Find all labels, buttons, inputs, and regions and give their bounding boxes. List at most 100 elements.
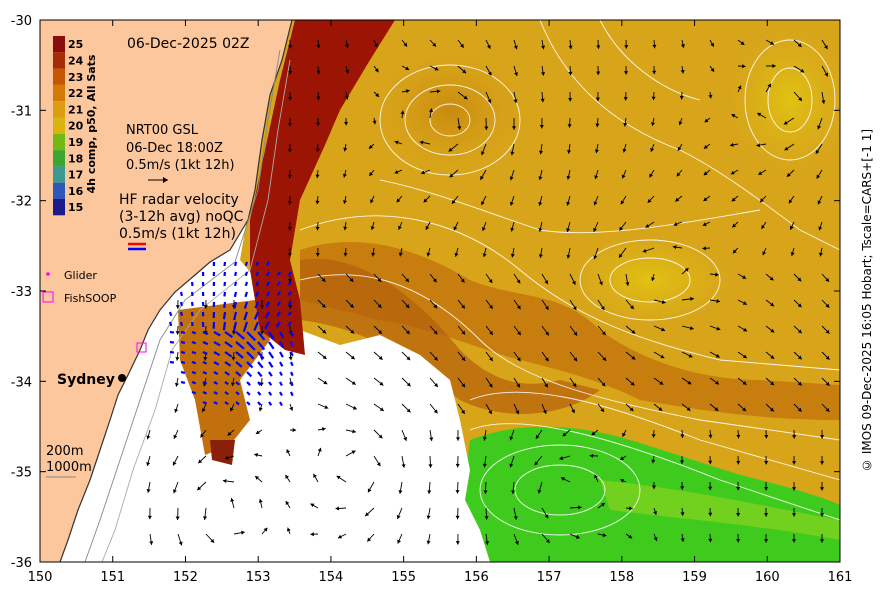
velocity-arrowhead: [541, 45, 546, 50]
velocity-arrow: [255, 291, 260, 297]
velocity-arrowhead: [538, 176, 543, 180]
velocity-arrowhead: [287, 253, 292, 257]
velocity-arrowhead: [790, 252, 795, 256]
velocity-arrowhead: [651, 485, 657, 490]
velocity-arrow: [266, 281, 270, 287]
velocity-arrowhead: [659, 381, 664, 385]
velocity-arrow: [264, 321, 270, 330]
velocity-arrowhead: [566, 254, 571, 259]
velocity-arrow: [257, 391, 262, 396]
velocity-arrowhead: [288, 305, 293, 309]
velocity-arrow: [287, 281, 292, 286]
velocity-arrowhead: [736, 434, 741, 439]
velocity-arrowhead: [351, 380, 356, 385]
velocity-arrow: [233, 311, 238, 321]
velocity-arrow: [234, 271, 238, 277]
velocity-arrowhead: [596, 45, 601, 49]
velocity-arrowhead: [287, 122, 293, 127]
colorbar-label: 18: [68, 152, 83, 165]
hf-radar-arrows: [168, 261, 294, 407]
radar-legend-title: HF radar velocity: [119, 192, 239, 208]
velocity-arrowhead: [591, 431, 596, 436]
velocity-arrow: [268, 331, 275, 340]
velocity-arrowhead: [149, 541, 154, 545]
velocity-arrow: [191, 370, 197, 375]
velocity-arrow: [190, 321, 194, 327]
velocity-arrow: [191, 340, 197, 345]
velocity-arrowhead: [653, 510, 658, 515]
velocity-arrowhead: [797, 407, 802, 412]
velocity-arrow: [180, 370, 186, 375]
velocity-arrow: [213, 341, 221, 347]
velocity-arrow: [180, 360, 186, 365]
x-tick-label: 160: [755, 570, 780, 585]
velocity-arrowhead: [343, 147, 348, 152]
velocity-arrowhead: [173, 489, 177, 494]
velocity-arrowhead: [770, 381, 775, 386]
colorbar-label: 21: [68, 103, 83, 116]
velocity-arrowhead: [203, 305, 208, 309]
velocity-arrowhead: [797, 355, 802, 360]
velocity-arrowhead: [819, 487, 825, 491]
eac-core: [250, 20, 395, 355]
velocity-arrow: [266, 291, 270, 297]
velocity-arrowhead: [286, 527, 291, 532]
velocity-arrowhead: [731, 197, 736, 202]
velocity-arrowhead: [335, 506, 340, 511]
velocity-arrowhead: [432, 278, 437, 283]
velocity-arrowhead: [599, 281, 603, 286]
velocity-arrowhead: [202, 516, 208, 520]
velocity-arrow: [202, 390, 208, 395]
velocity-arrowhead: [461, 383, 466, 388]
velocity-arrowhead: [488, 383, 493, 388]
model-legend-name: NRT00 GSL: [126, 123, 199, 138]
velocity-arrowhead: [534, 461, 539, 466]
velocity-arrowhead: [620, 200, 625, 205]
credit-text: © IMOS 09-Dec-2025 16:05 Hobart; Tscale=…: [860, 128, 874, 472]
model-legend-scale: 0.5m/s (1kt 12h): [126, 158, 235, 173]
velocity-arrow: [168, 321, 173, 327]
velocity-arrow: [179, 301, 183, 307]
velocity-arrowhead: [742, 275, 747, 279]
velocity-arrowhead: [797, 303, 802, 308]
velocity-arrowhead: [370, 199, 374, 204]
velocity-arrowhead: [210, 538, 215, 543]
velocity-arrowhead: [686, 406, 691, 411]
velocity-arrowhead: [538, 227, 543, 232]
velocity-arrowhead: [231, 356, 236, 361]
velocity-arrowhead: [680, 434, 685, 438]
velocity-arrowhead: [350, 355, 355, 360]
velocity-arrowhead: [462, 69, 467, 74]
velocity-arrow: [224, 341, 233, 348]
velocity-arrow: [268, 351, 275, 359]
velocity-arrowhead: [455, 437, 461, 441]
sst-orange-band: [300, 241, 840, 420]
velocity-arrow: [279, 401, 283, 407]
velocity-arrow: [202, 360, 208, 365]
velocity-arrowhead: [544, 514, 549, 519]
velocity-arrowhead: [620, 456, 625, 460]
velocity-arrowhead: [488, 304, 493, 309]
colorbar-swatch: [53, 52, 65, 69]
velocity-arrowhead: [344, 121, 349, 126]
velocity-arrow: [287, 301, 292, 306]
velocity-arrowhead: [764, 513, 769, 517]
x-tick-label: 161: [828, 570, 853, 585]
velocity-arrow: [255, 271, 260, 277]
velocity-arrowhead: [461, 304, 465, 309]
y-tick-label: -33: [11, 285, 32, 300]
velocity-arrowhead: [815, 149, 820, 154]
velocity-arrowhead: [791, 487, 797, 491]
velocity-arrow: [169, 350, 175, 354]
velocity-arrowhead: [625, 282, 630, 286]
velocity-arrow: [233, 291, 238, 298]
velocity-arrowhead: [480, 175, 484, 180]
velocity-arrow: [223, 261, 227, 267]
velocity-arrow: [289, 341, 294, 347]
velocity-arrowhead: [352, 405, 357, 410]
velocity-arrowhead: [651, 434, 656, 438]
velocity-arrowhead: [146, 488, 151, 493]
velocity-arrowhead: [593, 227, 597, 232]
velocity-arrow: [213, 371, 219, 376]
velocity-arrowhead: [173, 434, 178, 439]
